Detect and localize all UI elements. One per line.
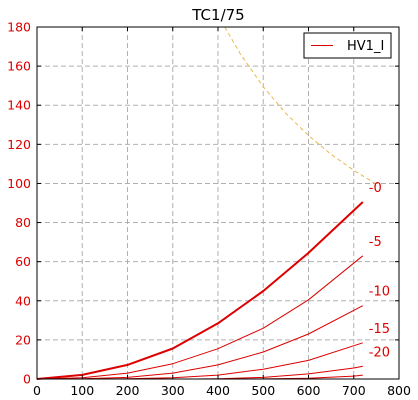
legend: HV1_I xyxy=(303,32,392,59)
legend-label-hv1-i: HV1_I xyxy=(347,39,384,54)
x-tick-label: 600 xyxy=(297,383,321,398)
x-tick-label: 100 xyxy=(70,383,94,398)
y-tick-label: 120 xyxy=(7,137,31,152)
tick-labels: 0 100 200 300 400 500 600 700 800 0 20 40 60 80 100 120… xyxy=(7,20,411,399)
max-dissipation-line xyxy=(224,26,377,185)
curve-labels: -0 -5 -10 -15 -20 xyxy=(369,181,390,360)
y-tick-label: 180 xyxy=(7,20,31,35)
x-tick-label: 0 xyxy=(33,383,41,398)
x-tick-label: 500 xyxy=(251,383,275,398)
curve-minus-0 xyxy=(36,201,364,380)
chart-title: TC1/75 xyxy=(191,6,244,24)
curve-label-minus-5: -5 xyxy=(369,235,382,250)
axes xyxy=(36,26,400,380)
x-tick-label: 800 xyxy=(387,383,411,398)
curve-label-minus-15: -15 xyxy=(369,322,390,337)
y-tick-label: 80 xyxy=(15,215,31,230)
x-tick-label: 700 xyxy=(342,383,366,398)
curve-label-minus-10: -10 xyxy=(369,285,390,300)
y-tick-label: 140 xyxy=(7,98,31,113)
curve-label-minus-20: -20 xyxy=(369,345,390,360)
y-tick-label: 40 xyxy=(15,293,31,308)
y-tick-label: 0 xyxy=(23,372,31,387)
curve-minus-10 xyxy=(59,305,364,380)
curve-label-minus-0: -0 xyxy=(369,181,382,196)
y-tick-label: 20 xyxy=(15,332,31,347)
x-tick-label: 300 xyxy=(161,383,185,398)
y-tick-label: 160 xyxy=(7,59,31,74)
dissipation-curve xyxy=(224,26,377,185)
x-tick-label: 200 xyxy=(116,383,140,398)
grid-lines xyxy=(37,27,399,379)
plate-curves xyxy=(36,201,364,380)
x-tick-label: 400 xyxy=(206,383,230,398)
y-tick-label: 100 xyxy=(7,176,31,191)
y-tick-label: 60 xyxy=(15,254,31,269)
curve-minus-5 xyxy=(36,255,364,380)
